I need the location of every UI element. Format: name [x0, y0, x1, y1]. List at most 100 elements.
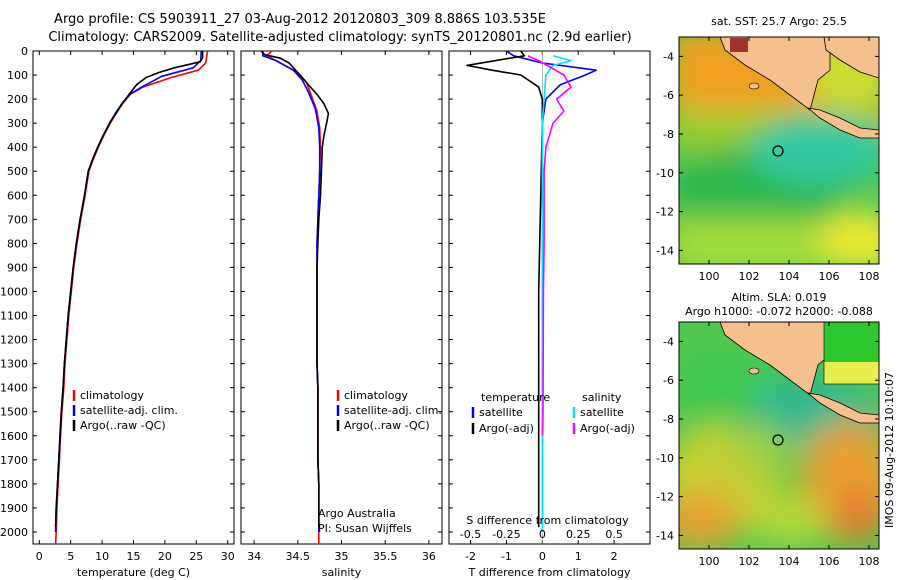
sst-map-ytick-label: -14: [656, 244, 674, 257]
sst-map-ytick-label: -8: [663, 128, 674, 141]
sla-map-ytick-label: -8: [663, 413, 674, 426]
difference-profile-plot: -2 -1 0 1 2 T difference from climatology temp…: [448, 50, 651, 579]
temperature-xtick-label: 5: [67, 550, 74, 563]
temperature-series-argo-raw-qc-: [54, 51, 204, 528]
temperature-ytick-label: 100: [7, 69, 28, 82]
salinity-legend-label: satellite-adj. clim.: [344, 404, 442, 417]
temperature-ytick-label: 1700: [0, 454, 28, 467]
difference-series-salinity-argo-adj-: [527, 55, 572, 436]
sla-map-ytick-label: -6: [663, 374, 674, 387]
temperature-ytick-label: 800: [7, 237, 28, 250]
temperature-ytick-label: 1900: [0, 502, 28, 515]
sst-map-axes: 100 102 104 106 108 -4 -6 -8 -10 -12 -14: [656, 37, 880, 283]
temperature-xtick-label: 0: [36, 550, 43, 563]
salinity-xtick-label: 34.5: [286, 550, 311, 563]
salinity-series-argo-raw-qc-: [260, 50, 330, 528]
difference-legend-label: satellite: [580, 406, 624, 419]
difference-xtick-label: -1: [501, 550, 512, 563]
difference-xtick-label: 0: [539, 550, 546, 563]
sla-map-ytick-label: -12: [656, 491, 674, 504]
salinity-annotation: PI: Susan Wijffels: [318, 522, 412, 535]
sst-map-xtick-label: 104: [779, 270, 800, 283]
temperature-ytick-label: 1400: [0, 382, 28, 395]
difference-series-temperature-argo-adj-: [466, 50, 544, 528]
sla-map-title: Altim. SLA: 0.019: [731, 291, 826, 304]
difference-xtick-label: 1: [575, 550, 582, 563]
temperature-xlabel: temperature (deg C): [77, 566, 190, 579]
sla-map-xtick-label: 100: [699, 555, 720, 568]
difference-s-tick-label: -0.5: [460, 528, 481, 541]
figure-title-line1: Argo profile: CS 5903911_27 03-Aug-2012 …: [54, 12, 546, 27]
salinity-xtick-label: 34: [247, 550, 261, 563]
difference-s-tick-label: -0.25: [492, 528, 520, 541]
temperature-xtick-label: 20: [158, 550, 172, 563]
sst-map-xtick-label: 106: [819, 270, 840, 283]
sst-map-frame: [678, 36, 880, 265]
sst-map: sat. SST: 25.7 Argo: 25.5 100 102 104: [656, 15, 880, 283]
sst-map-xtick-label: 100: [699, 270, 720, 283]
temperature-xtick-label: 30: [221, 550, 235, 563]
imos-timestamp-label: IMOS 09-Aug-2012 10:10:07: [883, 372, 896, 528]
sst-map-ytick-label: -4: [663, 50, 674, 63]
sla-map-axes: 100 102 104 106 108 -4 -6 -8 -10 -12 -14: [656, 322, 880, 568]
salinity-annotation: Argo Australia: [318, 507, 396, 520]
temperature-legend-label: climatology: [80, 389, 144, 402]
sla-map-xtick-label: 108: [859, 555, 880, 568]
temperature-ytick-label: 1100: [0, 310, 28, 323]
temperature-ytick-label: 1300: [0, 358, 28, 371]
salinity-xlabel: salinity: [322, 566, 362, 579]
sst-map-title: sat. SST: 25.7 Argo: 25.5: [711, 15, 847, 28]
difference-legend-label: Argo(-adj): [479, 422, 534, 435]
sla-map: Altim. SLA: 0.019 Argo h1000: -0.072 h20…: [656, 291, 880, 568]
temperature-ytick-label: 2000: [0, 526, 28, 539]
temperature-ytick-label: 1500: [0, 406, 28, 419]
temperature-ytick-label: 400: [7, 141, 28, 154]
temperature-ytick-label: 900: [7, 261, 28, 274]
salinity-xtick-label: 35: [335, 550, 349, 563]
temperature-ytick-label: 1800: [0, 478, 28, 491]
temperature-ytick-label: 300: [7, 117, 28, 130]
temperature-ytick-label: 500: [7, 165, 28, 178]
difference-legend-title-temperature: temperature: [481, 391, 550, 404]
sst-map-ytick-label: -6: [663, 89, 674, 102]
temperature-profile-plot: 0100200300400500600700800900100011001200…: [0, 45, 235, 579]
temperature-ytick-label: 1000: [0, 285, 28, 298]
temperature-legend-label: Argo(..raw -QC): [80, 419, 166, 432]
sla-map-ytick-label: -14: [656, 529, 674, 542]
sst-map-ytick-label: -12: [656, 206, 674, 219]
sla-map-frame: [678, 321, 880, 550]
salinity-xtick-label: 35.5: [373, 550, 398, 563]
temperature-ytick-label: 700: [7, 213, 28, 226]
difference-xlabel: T difference from climatology: [468, 566, 631, 579]
salinity-frame: [240, 50, 443, 545]
sla-map-xtick-label: 106: [819, 555, 840, 568]
sla-map-xtick-label: 102: [739, 555, 760, 568]
difference-frame: [448, 50, 651, 545]
difference-xlabel-top: S difference from climatology: [466, 514, 629, 527]
sla-map-subtitle: Argo h1000: -0.072 h2000: -0.088: [685, 305, 873, 318]
salinity-legend-label: Argo(..raw -QC): [344, 419, 430, 432]
difference-s-tick-label: 0.5: [605, 528, 623, 541]
difference-legend-title-salinity: salinity: [582, 391, 622, 404]
temperature-ytick-label: 0: [21, 45, 28, 58]
sla-map-argo-marker: [772, 434, 784, 446]
temperature-frame: [32, 50, 235, 545]
figure-title-line2: Climatology: CARS2009. Satellite-adjuste…: [48, 30, 631, 45]
difference-s-tick-label: 0.25: [566, 528, 591, 541]
sst-map-ytick-label: -10: [656, 167, 674, 180]
salinity-profile-plot: 34 34.5 35 35.5 36 salinity climatology satelli…: [240, 50, 443, 579]
sst-map-argo-marker: [772, 145, 784, 157]
salinity-xtick-label: 36: [422, 550, 436, 563]
temperature-xtick-label: 25: [189, 550, 203, 563]
temperature-legend-label: satellite-adj. clim.: [80, 404, 178, 417]
difference-legend-label: Argo(-adj): [580, 422, 635, 435]
difference-legend-label: satellite: [479, 406, 523, 419]
sla-map-xtick-label: 104: [779, 555, 800, 568]
sla-map-ytick-label: -4: [663, 335, 674, 348]
sla-map-ytick-label: -10: [656, 452, 674, 465]
temperature-ytick-label: 1200: [0, 334, 28, 347]
temperature-xtick-label: 15: [127, 550, 141, 563]
temperature-ytick-label: 1600: [0, 430, 28, 443]
sst-map-land: [719, 37, 879, 139]
difference-xtick-label: 2: [611, 550, 618, 563]
